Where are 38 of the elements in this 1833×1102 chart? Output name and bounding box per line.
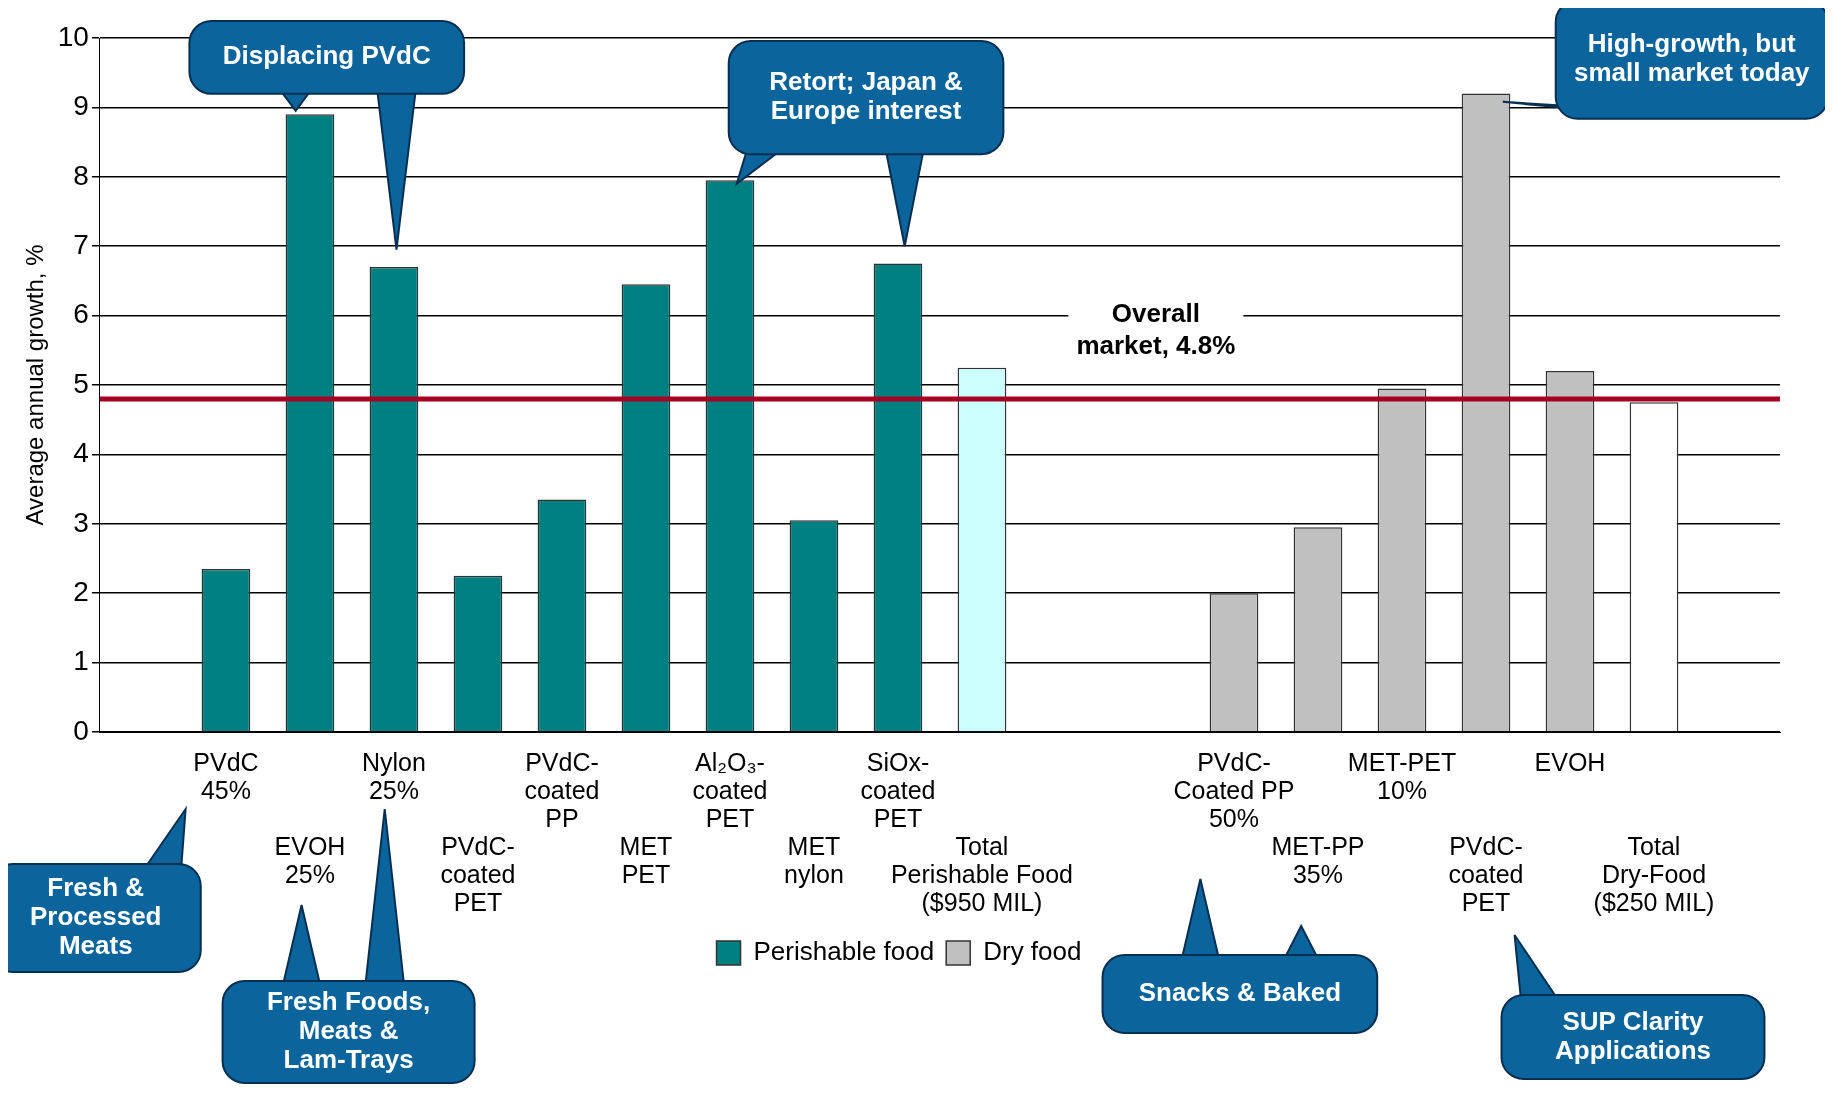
annotation: Retort; Japan & Europe interest (769, 66, 963, 126)
x-tick-label: MET nylon (784, 831, 844, 888)
y-tick-label: 0 (73, 714, 89, 746)
y-tick-label: 3 (73, 506, 89, 538)
x-tick-label: MET-PP 35% (1271, 831, 1365, 888)
y-tick-label: 9 (73, 90, 89, 122)
text: SUP Clarity Applications (1554, 1005, 1711, 1065)
x-tick-label: PVdC- coated PET (440, 831, 516, 916)
x-tick-label: Al₂O₃- coated PET (692, 747, 768, 832)
y-axis-title: Average annual growth, % (21, 244, 49, 526)
x-tick-label: PVdC- Coated PP 50% (1173, 747, 1295, 832)
x-tick-label: EVOH (1534, 747, 1606, 776)
x-tick-label: MET-PET 10% (1347, 747, 1457, 804)
annotation: High-growth, but small market today (1574, 27, 1811, 87)
legend-label: Perishable food (753, 936, 935, 967)
y-tick-label: 2 (73, 575, 89, 607)
y-tick-label: 8 (73, 159, 89, 191)
x-tick-label: EVOH 25% (274, 831, 346, 888)
x-tick-label: MET PET (619, 831, 673, 888)
text: Fresh Foods, Meats & Lam-Trays (266, 985, 431, 1074)
text: Snacks & Baked (1138, 976, 1342, 1007)
y-tick-label: 6 (73, 298, 89, 330)
y-tick-label: 5 (73, 367, 89, 399)
x-tick-label: Total Dry-Food ($250 MIL) (1593, 831, 1715, 916)
annotation: Displacing PVdC (222, 40, 431, 71)
ref-line-label: Overall market, 4.8% (1076, 298, 1236, 360)
x-tick-label: PVdC- coated PET (1448, 831, 1524, 916)
y-tick-label: 10 (57, 20, 89, 52)
y-tick-label: 4 (73, 437, 89, 469)
x-tick-label: PVdC- coated PP (524, 747, 600, 832)
y-tick-label: 7 (73, 228, 89, 260)
text: Fresh & Processed Meats (29, 871, 162, 960)
x-tick-label: PVdC 45% (193, 747, 259, 804)
x-tick-label: Total Perishable Food ($950 MIL) (890, 831, 1073, 916)
x-tick-label: Nylon 25% (361, 747, 426, 804)
legend-label: Dry food (983, 936, 1082, 967)
y-tick-label: 1 (73, 645, 89, 677)
x-tick-label: SiOx- coated PET (860, 747, 936, 832)
